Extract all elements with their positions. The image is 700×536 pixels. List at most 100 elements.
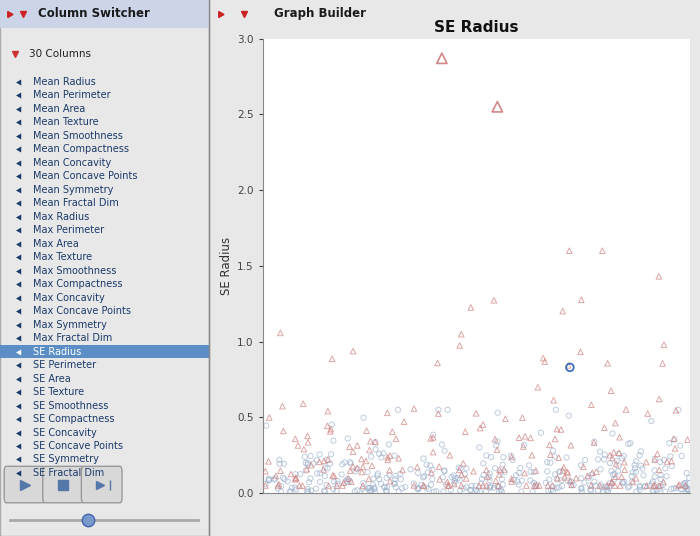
Point bbox=[327, 354, 338, 363]
Point bbox=[669, 444, 680, 453]
Point bbox=[302, 438, 314, 446]
Point bbox=[426, 468, 437, 477]
Point bbox=[566, 481, 578, 489]
Point bbox=[293, 441, 304, 450]
Point bbox=[362, 468, 373, 477]
Point bbox=[300, 466, 312, 475]
Point bbox=[405, 465, 416, 474]
Point bbox=[615, 481, 626, 490]
Point bbox=[553, 453, 564, 462]
Point bbox=[604, 459, 615, 467]
Point bbox=[465, 486, 476, 494]
Point bbox=[395, 475, 407, 483]
Point bbox=[459, 470, 470, 479]
Point bbox=[491, 102, 503, 111]
Point bbox=[445, 486, 456, 494]
Point bbox=[349, 487, 360, 496]
Point bbox=[661, 472, 672, 481]
Point bbox=[297, 481, 308, 490]
Point bbox=[683, 487, 694, 495]
Point bbox=[545, 458, 556, 467]
Point bbox=[389, 451, 400, 460]
Point bbox=[589, 478, 600, 486]
Point bbox=[576, 485, 587, 493]
Text: SE Radius: SE Radius bbox=[34, 347, 82, 356]
Point bbox=[648, 481, 659, 490]
Point bbox=[260, 421, 272, 430]
Point bbox=[356, 455, 367, 463]
Point bbox=[418, 481, 429, 490]
Y-axis label: SE Radius: SE Radius bbox=[220, 237, 232, 295]
Point bbox=[602, 487, 613, 496]
Point bbox=[601, 482, 612, 491]
Point bbox=[374, 450, 385, 458]
Point bbox=[368, 474, 379, 483]
Point bbox=[654, 485, 665, 493]
Point bbox=[346, 478, 357, 486]
Point bbox=[551, 483, 562, 492]
Point bbox=[544, 441, 555, 449]
Point bbox=[492, 482, 503, 490]
Point bbox=[389, 479, 400, 488]
Point bbox=[681, 469, 692, 478]
Point bbox=[609, 470, 620, 478]
Point bbox=[584, 485, 596, 494]
Point bbox=[518, 442, 529, 451]
Point bbox=[613, 462, 624, 471]
Point bbox=[475, 487, 486, 496]
Point bbox=[579, 478, 590, 487]
Text: Max Concavity: Max Concavity bbox=[34, 293, 105, 303]
Point bbox=[514, 464, 526, 472]
Point bbox=[484, 472, 495, 481]
Point bbox=[389, 475, 400, 483]
Point bbox=[668, 435, 680, 443]
Point bbox=[484, 475, 495, 484]
Text: Max Smoothness: Max Smoothness bbox=[34, 266, 117, 276]
Point bbox=[481, 466, 492, 474]
Point bbox=[347, 448, 358, 456]
Point bbox=[655, 482, 666, 490]
Point bbox=[564, 363, 575, 371]
Point bbox=[604, 481, 615, 490]
Point bbox=[314, 450, 325, 459]
Text: Mean Compactness: Mean Compactness bbox=[34, 144, 130, 154]
Point bbox=[344, 443, 355, 451]
Point bbox=[557, 466, 568, 475]
Text: Mean Concavity: Mean Concavity bbox=[34, 158, 111, 168]
Point bbox=[438, 473, 449, 481]
Point bbox=[554, 467, 566, 476]
Point bbox=[623, 440, 634, 448]
Point bbox=[384, 440, 395, 449]
Point bbox=[596, 247, 608, 255]
Point bbox=[497, 480, 508, 489]
Point bbox=[561, 453, 572, 462]
Point bbox=[508, 476, 519, 485]
Point bbox=[548, 396, 559, 405]
Point bbox=[496, 487, 507, 496]
Point bbox=[408, 479, 419, 488]
Point bbox=[384, 471, 395, 480]
Point bbox=[513, 434, 524, 442]
Point bbox=[438, 466, 449, 475]
Point bbox=[366, 461, 377, 470]
Point bbox=[513, 480, 524, 489]
Point bbox=[416, 480, 427, 489]
Point bbox=[302, 487, 313, 496]
Point bbox=[322, 422, 333, 430]
Point bbox=[340, 477, 351, 485]
Text: Mean Perimeter: Mean Perimeter bbox=[34, 90, 111, 100]
Point bbox=[542, 467, 553, 475]
Point bbox=[489, 483, 500, 492]
Point bbox=[368, 480, 379, 489]
Point bbox=[370, 487, 381, 496]
Point bbox=[618, 452, 629, 460]
Point bbox=[376, 453, 387, 461]
Point bbox=[421, 460, 432, 469]
Point bbox=[382, 453, 393, 461]
Point bbox=[539, 358, 550, 366]
Point bbox=[500, 414, 511, 423]
Point bbox=[478, 471, 489, 479]
Point bbox=[328, 472, 339, 480]
Point bbox=[631, 474, 642, 483]
Point bbox=[576, 487, 587, 496]
